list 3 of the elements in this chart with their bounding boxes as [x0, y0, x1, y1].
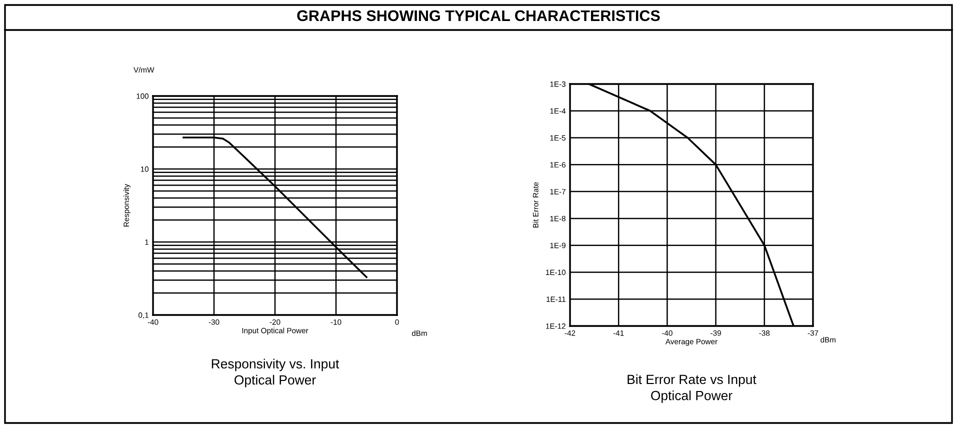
text: Bit Error Rate vs Input Optical Power	[628, 374, 756, 403]
text: GRAPHS SHOWING TYPICAL CHARACTERISTICS	[297, 10, 660, 22]
text: Responsivity vs. Input Optical Power	[212, 358, 340, 388]
